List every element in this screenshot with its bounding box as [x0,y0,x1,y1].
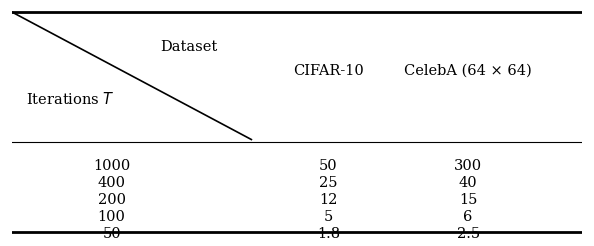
Text: 1.8: 1.8 [317,227,340,241]
Text: 2.5: 2.5 [457,227,479,241]
Text: 6: 6 [463,210,473,224]
Text: 400: 400 [97,175,126,189]
Text: 5: 5 [324,210,333,224]
Text: 1000: 1000 [93,158,130,172]
Text: 100: 100 [98,210,125,224]
Text: 15: 15 [459,193,477,206]
Text: Iterations $T$: Iterations $T$ [26,91,115,108]
Text: Dataset: Dataset [160,40,217,54]
Text: 50: 50 [102,227,121,241]
Text: CIFAR-10: CIFAR-10 [293,64,364,78]
Text: 50: 50 [319,158,337,172]
Text: 200: 200 [97,193,126,206]
Text: 12: 12 [319,193,337,206]
Text: 40: 40 [459,175,478,189]
Text: 25: 25 [319,175,337,189]
Text: CelebA (64 × 64): CelebA (64 × 64) [404,64,532,78]
Text: 300: 300 [454,158,482,172]
